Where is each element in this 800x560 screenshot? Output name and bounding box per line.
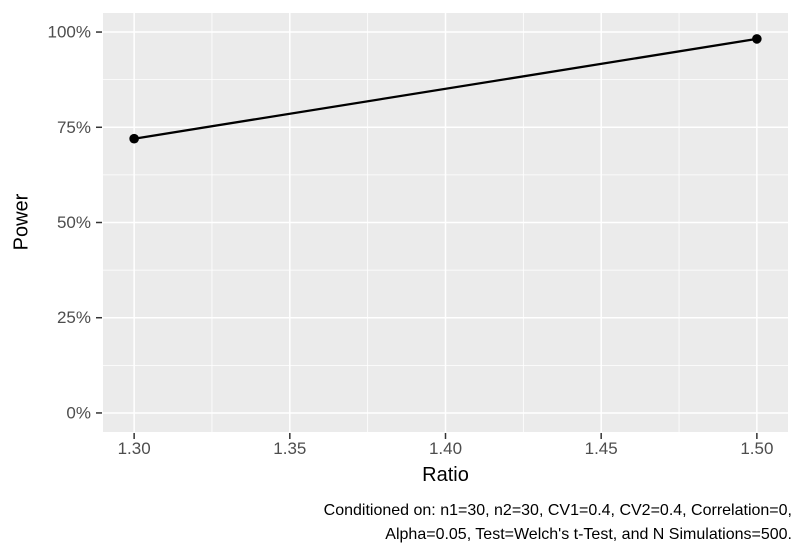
data-point — [129, 133, 139, 144]
y-tick-label: 50% — [57, 213, 91, 232]
data-point — [752, 34, 762, 44]
x-tick-label: 1.35 — [273, 439, 306, 458]
caption: Conditioned on: n1=30, n2=30, CV1=0.4, C… — [324, 499, 792, 547]
y-tick-label: 100% — [48, 23, 91, 42]
y-tick-label: 25% — [57, 308, 91, 327]
series-line — [132, 37, 759, 140]
x-axis-title: Ratio — [422, 464, 469, 486]
x-tick-label: 1.45 — [585, 439, 618, 458]
x-tick-label: 1.30 — [118, 439, 151, 458]
x-tick-label: 1.50 — [740, 439, 773, 458]
x-tick-label: 1.40 — [429, 439, 462, 458]
caption-line-2: Alpha=0.05, Test=Welch's t-Test, and N S… — [385, 526, 792, 543]
y-axis-title: Power — [10, 193, 33, 251]
y-tick-label: 0% — [66, 403, 91, 422]
y-tick-label: 75% — [57, 118, 91, 137]
caption-line-1: Conditioned on: n1=30, n2=30, CV1=0.4, C… — [323, 502, 792, 519]
